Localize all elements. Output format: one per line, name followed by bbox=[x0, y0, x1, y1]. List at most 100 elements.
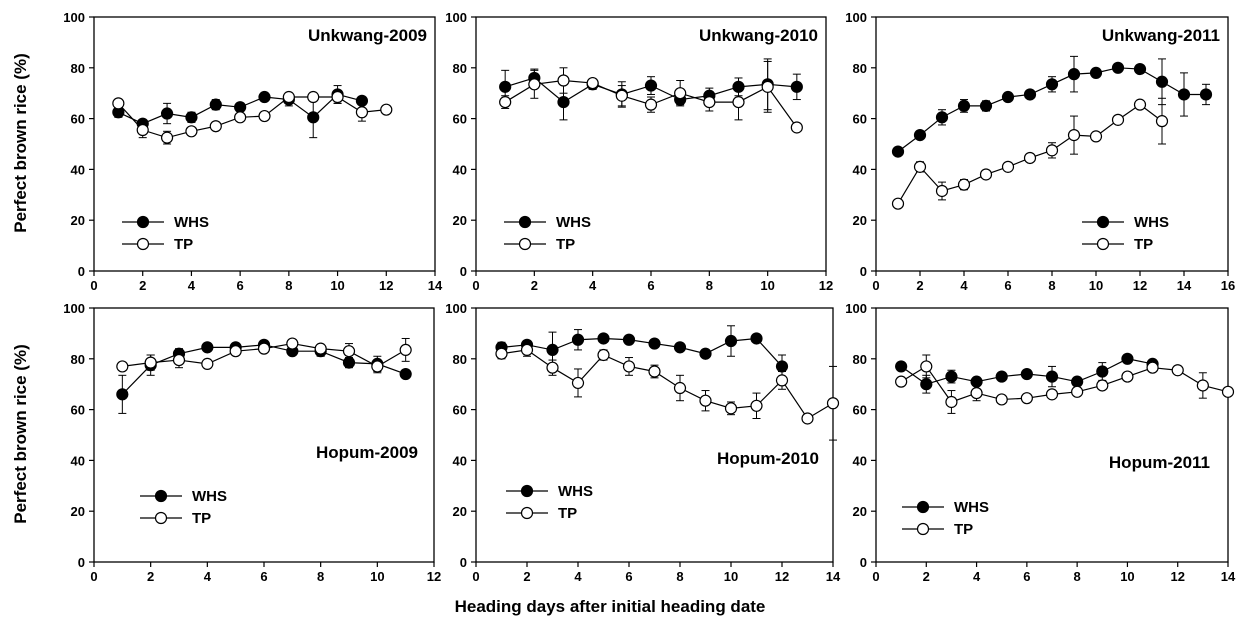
x-tick-label: 12 bbox=[1133, 278, 1147, 293]
data-point-tp bbox=[1071, 385, 1084, 398]
y-tick-label: 40 bbox=[453, 162, 467, 177]
data-point-tp bbox=[703, 95, 716, 109]
legend-label-whs: WHS bbox=[174, 214, 209, 231]
x-tick-label: 4 bbox=[204, 569, 212, 584]
data-point-tp bbox=[331, 90, 344, 104]
data-point-tp bbox=[1146, 361, 1159, 374]
y-tick-label: 0 bbox=[860, 264, 867, 279]
y-tick-label: 80 bbox=[71, 61, 85, 76]
y-tick-label: 0 bbox=[78, 555, 85, 570]
data-point-whs bbox=[1001, 90, 1015, 104]
data-point-tp bbox=[699, 394, 712, 407]
data-point-tp bbox=[995, 393, 1008, 406]
data-point-tp bbox=[371, 360, 384, 373]
panel-hopum-2010: 0 2 4 6 8 10 12 14 0 20 40 60 80 100 Hopum-2010 WHS TP bbox=[445, 301, 841, 584]
panel-title: Hopum-2010 bbox=[717, 449, 819, 468]
data-point-whs bbox=[116, 388, 129, 401]
x-tick-label: 2 bbox=[923, 569, 930, 584]
panel-hopum-2009: 0 2 4 6 8 10 12 0 20 40 60 80 100 Hopum-2009 WHS TP bbox=[63, 301, 441, 584]
data-point-tp bbox=[895, 375, 908, 388]
data-point-whs bbox=[499, 80, 512, 93]
data-point-tp bbox=[622, 360, 636, 373]
data-point-whs bbox=[622, 333, 636, 346]
data-point-tp bbox=[234, 111, 247, 124]
x-tick-label: 10 bbox=[370, 569, 384, 584]
data-point-whs bbox=[557, 95, 570, 109]
data-point-whs bbox=[1121, 352, 1134, 365]
data-point-tp bbox=[528, 78, 541, 91]
series-line-whs bbox=[501, 337, 783, 367]
y-tick-label: 20 bbox=[71, 213, 85, 228]
data-point-tp bbox=[644, 98, 658, 111]
data-point-whs bbox=[342, 356, 356, 369]
panel-hopum-2011: 0 2 4 6 8 10 12 14 0 20 40 60 80 100 Hopum-2011 WHS TP bbox=[845, 301, 1236, 584]
legend: WHS TP bbox=[1082, 214, 1169, 253]
data-point-tp bbox=[673, 381, 687, 395]
plot-frame bbox=[875, 307, 1229, 563]
data-point-whs bbox=[970, 375, 983, 388]
legend-marker-whs bbox=[154, 489, 168, 503]
data-point-tp bbox=[801, 412, 814, 425]
legend-label-tp: TP bbox=[954, 521, 973, 538]
data-point-tp bbox=[112, 97, 125, 110]
x-tick-label: 2 bbox=[523, 569, 530, 584]
x-tick-label: 4 bbox=[589, 278, 597, 293]
legend-label-whs: WHS bbox=[558, 483, 593, 500]
legend-marker-tp bbox=[154, 511, 168, 525]
x-tick-label: 10 bbox=[1089, 278, 1103, 293]
data-point-tp bbox=[1023, 151, 1037, 165]
data-point-whs bbox=[1020, 367, 1033, 381]
data-point-whs bbox=[1067, 68, 1081, 81]
legend-label-tp: TP bbox=[174, 236, 193, 253]
legend-label-tp: TP bbox=[558, 505, 577, 522]
data-point-tp bbox=[229, 345, 242, 358]
data-point-whs bbox=[957, 99, 971, 113]
y-tick-label: 0 bbox=[78, 264, 85, 279]
data-point-tp bbox=[172, 353, 186, 367]
x-tick-label: 8 bbox=[706, 278, 713, 293]
data-point-tp bbox=[970, 386, 983, 400]
y-tick-label: 80 bbox=[853, 352, 867, 367]
legend-label-tp: TP bbox=[1134, 236, 1153, 253]
y-tick-label: 0 bbox=[460, 555, 467, 570]
data-point-whs bbox=[1133, 62, 1147, 76]
x-tick-label: 6 bbox=[237, 278, 244, 293]
legend: WHS TP bbox=[504, 214, 591, 253]
data-point-tp bbox=[1067, 129, 1081, 142]
y-tick-label: 20 bbox=[853, 504, 867, 519]
data-point-tp bbox=[557, 74, 570, 87]
data-point-whs bbox=[891, 145, 905, 158]
data-point-tp bbox=[144, 356, 157, 369]
plot-frame bbox=[93, 16, 436, 272]
data-point-whs bbox=[732, 80, 745, 93]
x-tick-label: 4 bbox=[574, 569, 582, 584]
x-tick-label: 0 bbox=[90, 569, 97, 584]
y-tick-label: 40 bbox=[71, 453, 85, 468]
y-tick-label: 100 bbox=[445, 301, 467, 316]
data-point-tp bbox=[935, 184, 949, 198]
x-tick-label: 10 bbox=[1120, 569, 1134, 584]
x-tick-label: 12 bbox=[1170, 569, 1184, 584]
data-point-whs bbox=[1111, 61, 1125, 74]
x-tick-label: 6 bbox=[625, 569, 632, 584]
data-point-tp bbox=[586, 76, 599, 90]
x-tick-label: 4 bbox=[188, 278, 196, 293]
data-point-tp bbox=[1121, 370, 1134, 383]
x-tick-label: 0 bbox=[872, 278, 879, 293]
y-tick-label: 80 bbox=[453, 352, 467, 367]
y-tick-label: 20 bbox=[453, 213, 467, 228]
y-axis-title-bottom: Perfect brown rice (%) bbox=[11, 344, 30, 524]
y-tick-label: 100 bbox=[63, 301, 85, 316]
y-tick-label: 60 bbox=[453, 112, 467, 127]
legend-label-whs: WHS bbox=[954, 499, 989, 516]
panel-unkwang-2010: 0 2 4 6 8 10 12 0 20 40 60 80 100 Unkwang-2010 WHS TP bbox=[445, 10, 833, 293]
x-tick-label: 10 bbox=[330, 278, 344, 293]
data-point-tp bbox=[724, 402, 738, 415]
y-tick-label: 40 bbox=[453, 453, 467, 468]
legend-label-whs: WHS bbox=[556, 214, 591, 231]
x-tick-label: 6 bbox=[1004, 278, 1011, 293]
data-point-tp bbox=[648, 365, 661, 378]
x-tick-label: 4 bbox=[973, 569, 981, 584]
data-point-whs bbox=[307, 111, 320, 124]
y-axis-title-top: Perfect brown rice (%) bbox=[11, 53, 30, 233]
